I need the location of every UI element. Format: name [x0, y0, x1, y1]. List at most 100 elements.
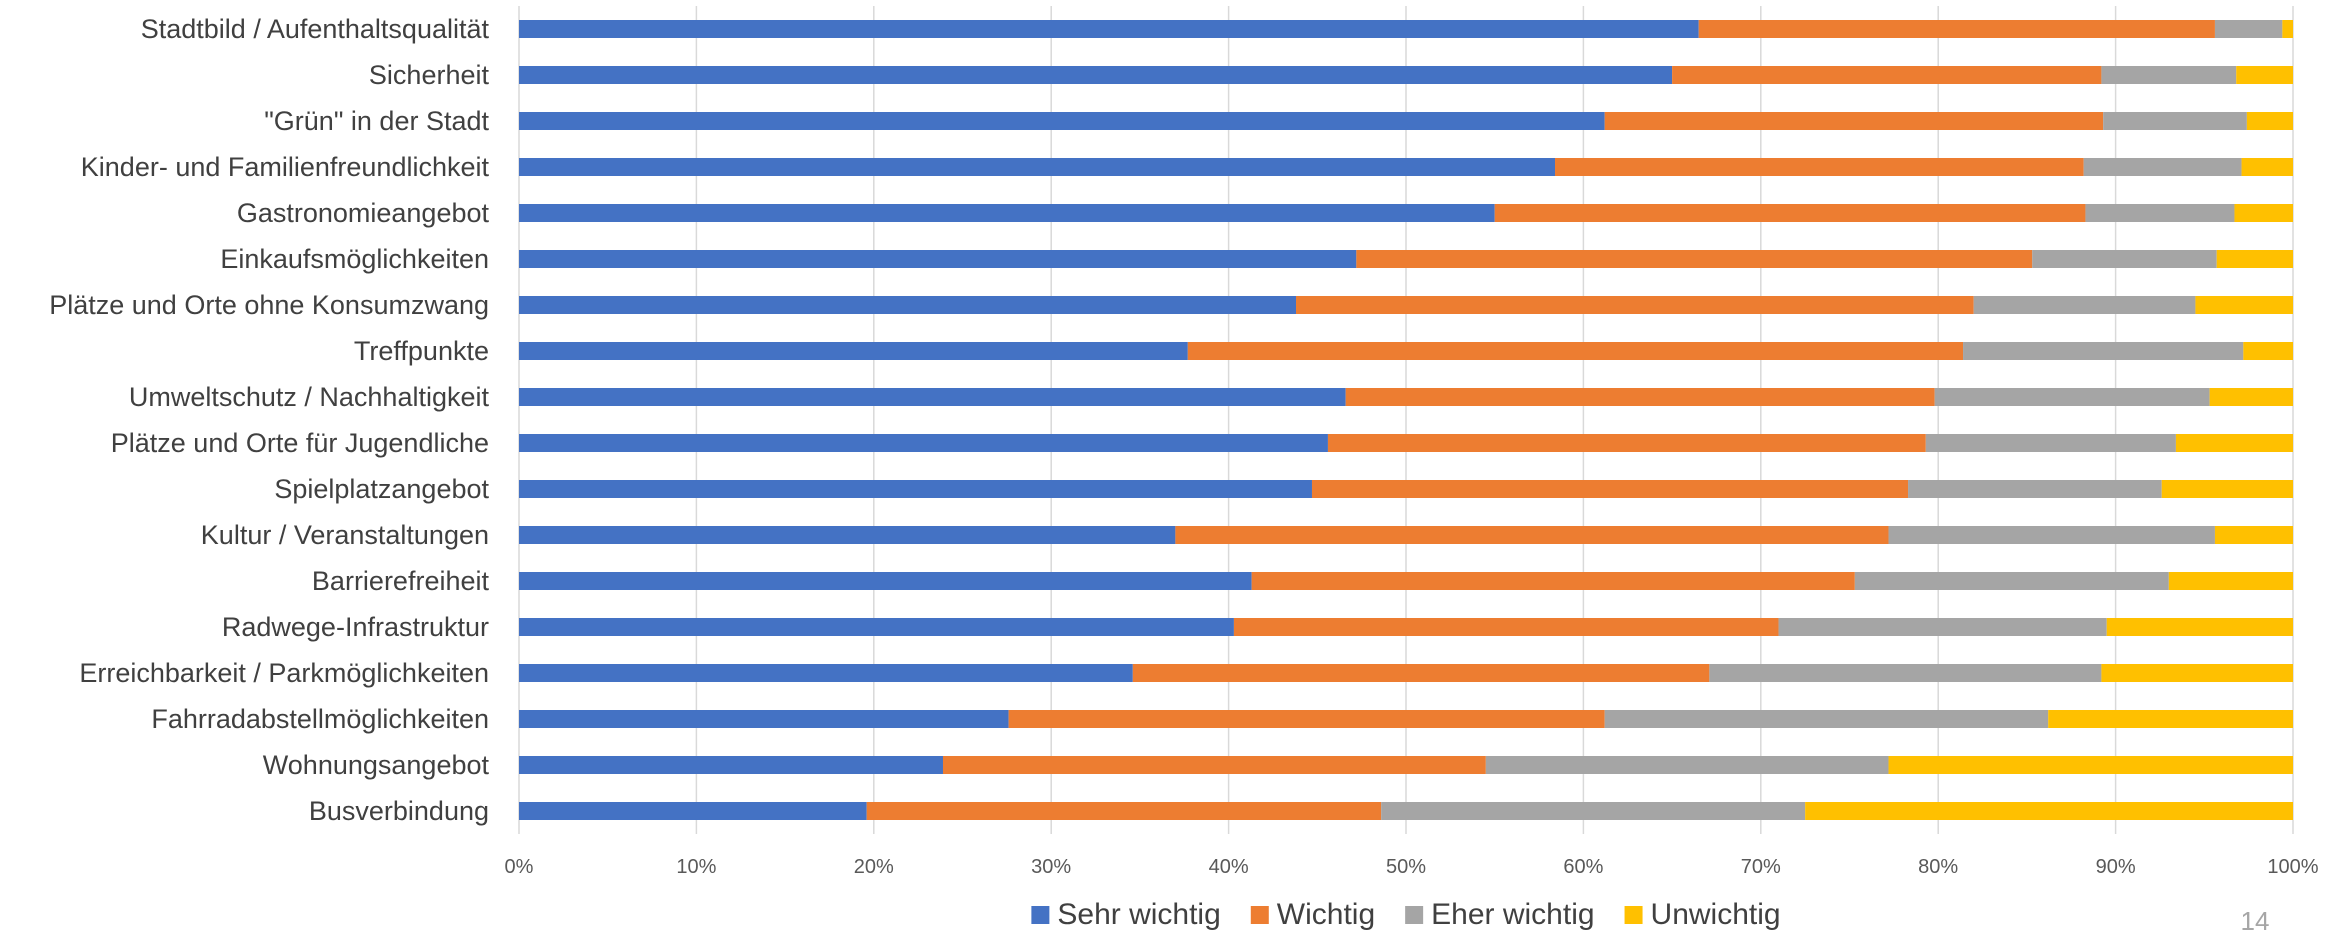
bar-segment-3	[1934, 388, 2210, 406]
bar-segment-1	[519, 204, 1495, 222]
x-tick-label: 40%	[1209, 856, 1249, 878]
bar-segment-2	[1187, 342, 1964, 360]
bar-segment-4	[2195, 296, 2293, 314]
bar-segment-3	[1604, 710, 2049, 728]
bar-segment-4	[2048, 710, 2293, 728]
bar-segment-1	[519, 388, 1346, 406]
bar-segment-4	[2216, 250, 2293, 268]
bar-segment-1	[519, 112, 1605, 130]
bar-segment-3	[1888, 526, 2215, 544]
bar-segment-3	[2032, 250, 2217, 268]
x-tick-label: 80%	[1918, 856, 1958, 878]
bar-segment-4	[1805, 802, 2293, 820]
category-label: Kinder- und Familienfreundlichkeit	[81, 152, 490, 182]
legend-item: Unwichtig	[1624, 898, 1781, 931]
bar-segment-1	[519, 250, 1357, 268]
legend-swatch	[1405, 906, 1424, 924]
bar-segment-1	[519, 66, 1673, 84]
bar-segment-4	[2106, 618, 2293, 636]
bar-segment-2	[1327, 434, 1926, 452]
bar-segment-3	[1963, 342, 2244, 360]
bar-segment-1	[519, 526, 1176, 544]
category-label: Radwege-Infrastruktur	[222, 612, 489, 642]
bar-segment-4	[2246, 112, 2293, 130]
x-tick-label: 20%	[854, 856, 894, 878]
bar-segment-3	[1709, 664, 2102, 682]
category-label: Gastronomieangebot	[237, 198, 490, 228]
bar-segment-2	[1251, 572, 1855, 590]
bar-segment-2	[1345, 388, 1935, 406]
bar-segment-3	[2101, 66, 2237, 84]
bar-segment-2	[1494, 204, 2086, 222]
bar-segment-4	[2241, 158, 2293, 176]
bar-segment-3	[2103, 112, 2247, 130]
bar-segment-4	[2243, 342, 2293, 360]
category-label: Stadtbild / Aufenthaltsqualität	[141, 14, 490, 44]
bar-segment-1	[519, 342, 1188, 360]
bar-segment-2	[1296, 296, 1974, 314]
category-label: Sicherheit	[369, 60, 490, 90]
bar-segment-3	[1854, 572, 2169, 590]
bar-segment-2	[1604, 112, 2104, 130]
bar-segment-1	[519, 158, 1556, 176]
category-label: "Grün" in der Stadt	[264, 106, 489, 136]
category-label: Plätze und Orte ohne Konsumzwang	[49, 290, 489, 320]
legend-label: Unwichtig	[1651, 898, 1781, 931]
bar-segment-2	[1698, 20, 2215, 38]
category-label: Wohnungsangebot	[263, 750, 490, 780]
bar-segment-2	[1311, 480, 1909, 498]
bar-segment-1	[519, 20, 1699, 38]
category-label: Treffpunkte	[354, 336, 489, 366]
bar-segment-3	[1485, 756, 1889, 774]
bar-segment-4	[2101, 664, 2293, 682]
bar-segment-1	[519, 802, 867, 820]
bar-segment-2	[1672, 66, 2102, 84]
bar-segment-2	[866, 802, 1382, 820]
legend-label: Wichtig	[1277, 898, 1375, 931]
bar-segment-3	[1381, 802, 1806, 820]
legend: Sehr wichtig Wichtig Eher wichtig Unwichtig	[1031, 898, 1781, 931]
legend-item: Wichtig	[1250, 898, 1375, 931]
x-tick-label: 60%	[1563, 856, 1603, 878]
bar-segment-1	[519, 480, 1312, 498]
bars	[519, 20, 2293, 820]
legend-label: Sehr wichtig	[1057, 898, 1220, 931]
x-tick-label: 0%	[505, 856, 534, 878]
bar-segment-1	[519, 710, 1009, 728]
bar-segment-3	[1925, 434, 2176, 452]
category-label: Fahrradabstellmöglichkeiten	[151, 704, 489, 734]
bar-segment-4	[1888, 756, 2293, 774]
x-tick-label: 30%	[1031, 856, 1071, 878]
bar-segment-2	[942, 756, 1486, 774]
bar-segment-4	[2214, 526, 2293, 544]
bar-segment-4	[2168, 572, 2293, 590]
bar-segment-1	[519, 756, 943, 774]
bar-segment-1	[519, 618, 1234, 636]
x-tick-label: 70%	[1741, 856, 1781, 878]
bar-segment-1	[519, 434, 1328, 452]
bar-segment-4	[2282, 20, 2293, 38]
gridlines	[518, 6, 2294, 834]
bar-segment-2	[1233, 618, 1779, 636]
bar-segment-4	[2209, 388, 2293, 406]
bar-segment-1	[519, 296, 1297, 314]
bar-segment-2	[1132, 664, 1710, 682]
category-label: Spielplatzangebot	[274, 474, 489, 504]
x-tick-label: 50%	[1386, 856, 1426, 878]
category-labels: Stadtbild / Aufenthaltsqualität Sicherhei…	[49, 14, 489, 826]
x-tick-label: 10%	[676, 856, 716, 878]
legend-label: Eher wichtig	[1431, 898, 1594, 931]
bar-segment-4	[2161, 480, 2293, 498]
bar-segment-2	[1555, 158, 2084, 176]
category-label: Umweltschutz / Nachhaltigkeit	[129, 382, 490, 412]
x-tick-label: 90%	[2096, 856, 2136, 878]
bar-segment-3	[1908, 480, 2162, 498]
category-label: Erreichbarkeit / Parkmöglichkeiten	[79, 658, 489, 688]
page-number: 14	[2241, 906, 2270, 934]
bar-segment-2	[1175, 526, 1889, 544]
legend-swatch	[1250, 906, 1269, 924]
bar-segment-3	[1778, 618, 2107, 636]
legend-swatch	[1624, 906, 1643, 924]
legend-item: Sehr wichtig	[1031, 898, 1221, 931]
